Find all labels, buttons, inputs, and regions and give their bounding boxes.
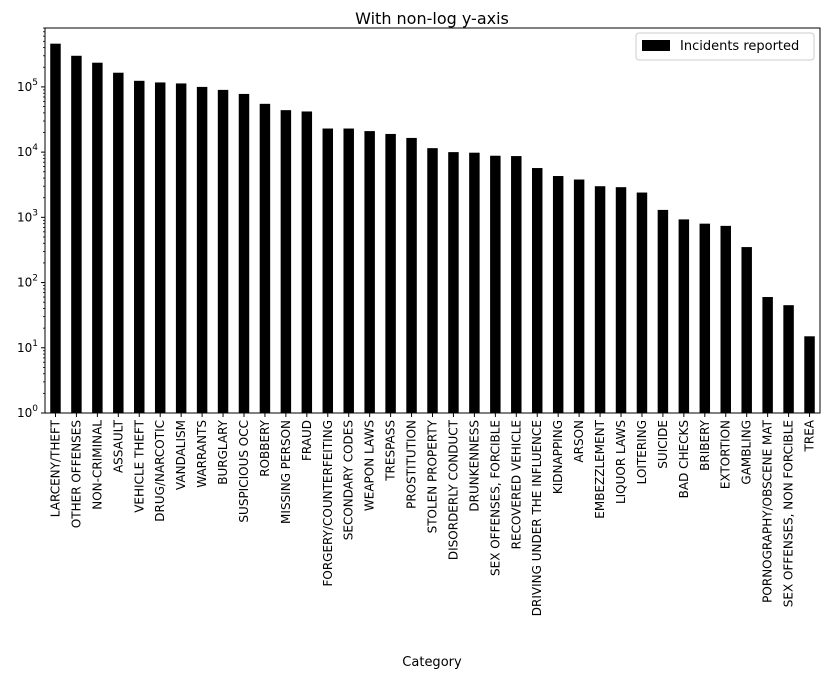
bar (804, 336, 815, 413)
y-tick-label: 101 (17, 339, 38, 355)
x-tick-label: VANDALISM (174, 420, 188, 490)
y-tick-label: 104 (17, 143, 38, 159)
x-tick-label: WEAPON LAWS (363, 420, 377, 511)
x-tick-label: ROBBERY (258, 419, 272, 476)
bar (280, 110, 292, 413)
x-tick-label: PROSTITUTION (405, 420, 419, 509)
bar (301, 111, 313, 413)
x-tick-label: GAMBLING (740, 420, 754, 485)
x-tick-label: DRIVING UNDER THE INFLUENCE (530, 420, 544, 616)
x-tick-label: EMBEZZLEMENT (593, 419, 607, 518)
x-tick-label: SUSPICIOUS OCC (237, 420, 251, 523)
bar (322, 128, 334, 413)
x-tick-label: DRUNKENNESS (467, 420, 481, 512)
bar (741, 247, 752, 413)
x-tick-label: VEHICLE THEFT (132, 419, 146, 512)
bar (364, 131, 375, 414)
x-tick-label: KIDNAPPING (551, 420, 565, 494)
legend-swatch (642, 40, 670, 51)
bar (531, 168, 543, 413)
bar (615, 187, 627, 413)
bar (238, 93, 250, 414)
bar (678, 219, 690, 413)
x-tick-label: MISSING PERSON (279, 420, 293, 524)
bar (636, 192, 648, 413)
y-tick-label: 100 (17, 404, 38, 420)
bar (259, 103, 271, 414)
bar (699, 223, 711, 413)
legend-label: Incidents reported (680, 39, 799, 54)
x-tick-label: BAD CHECKS (677, 420, 691, 498)
x-tick-label: SECONDARY CODES (342, 420, 356, 540)
x-tick-label: STOLEN PROPERTY (426, 419, 440, 533)
x-tick-label: BRIBERY (698, 419, 712, 470)
x-tick-label: NON-CRIMINAL (90, 420, 104, 510)
x-tick-label: DRUG/NARCOTIC (153, 420, 167, 522)
x-tick-label: WARRANTS (195, 420, 209, 488)
x-tick-label: BURGLARY (216, 419, 230, 484)
x-tick-label: EXTORTION (719, 420, 733, 489)
x-tick-label: LIQUOR LAWS (614, 420, 628, 504)
bar (154, 82, 166, 413)
y-axis: 100 101 102 103 104 105 (17, 27, 45, 420)
bar (343, 128, 354, 413)
x-tick-label: TRESPASS (384, 420, 398, 482)
x-tick-label: SUICIDE (656, 420, 670, 469)
bar (175, 83, 187, 414)
x-tick-label: RECOVERED VEHICLE (509, 420, 523, 549)
bar (720, 225, 731, 413)
x-tick-label: FORGERY/COUNTERFEITING (321, 420, 335, 587)
x-tick-label: FRAUD (300, 420, 314, 461)
y-tick-label: 103 (17, 208, 38, 224)
bar (490, 155, 501, 413)
bar (406, 137, 417, 413)
legend: Incidents reported (635, 32, 815, 61)
bar (113, 72, 124, 414)
bar (448, 152, 459, 413)
x-tick-label: SEX OFFENSES, FORCIBLE (488, 420, 502, 576)
x-tick-label: ASSAULT (111, 419, 125, 473)
bar (196, 86, 208, 414)
bars-group (50, 43, 815, 414)
bar (573, 179, 585, 413)
y-tick-label: 105 (17, 78, 38, 94)
bar (427, 148, 438, 414)
x-tick-label: OTHER OFFENSES (69, 420, 83, 528)
bar (657, 209, 669, 413)
x-axis-label: Category (402, 655, 462, 670)
bar (511, 156, 522, 413)
x-tick-label: PORNOGRAPHY/OBSCENE MAT (761, 419, 775, 602)
legend-box (635, 32, 815, 61)
chart-title: With non-log y-axis (355, 9, 509, 28)
x-tick-label: SEX OFFENSES, NON FORCIBLE (782, 420, 796, 607)
x-tick-label: TREA (803, 419, 817, 452)
bar (469, 152, 480, 414)
bar (783, 305, 794, 413)
bar (762, 297, 773, 413)
bar (50, 43, 61, 414)
x-tick-label: DISORDERLY CONDUCT (446, 419, 460, 560)
x-tick-label: ARSON (572, 420, 586, 463)
x-tick-label: LOITERING (635, 420, 649, 484)
bar (217, 89, 229, 413)
bar (92, 62, 103, 414)
x-tick-label: LARCENY/THEFT (48, 419, 62, 517)
bar (385, 133, 396, 414)
plot-frame (44, 27, 821, 414)
bar (71, 55, 82, 414)
x-axis: LARCENY/THEFT OTHER OFFENSES NON-CRIMINAL A… (48, 413, 817, 616)
bar (552, 176, 564, 413)
bar (134, 80, 145, 413)
bar (594, 186, 606, 413)
y-tick-label: 102 (17, 274, 38, 290)
